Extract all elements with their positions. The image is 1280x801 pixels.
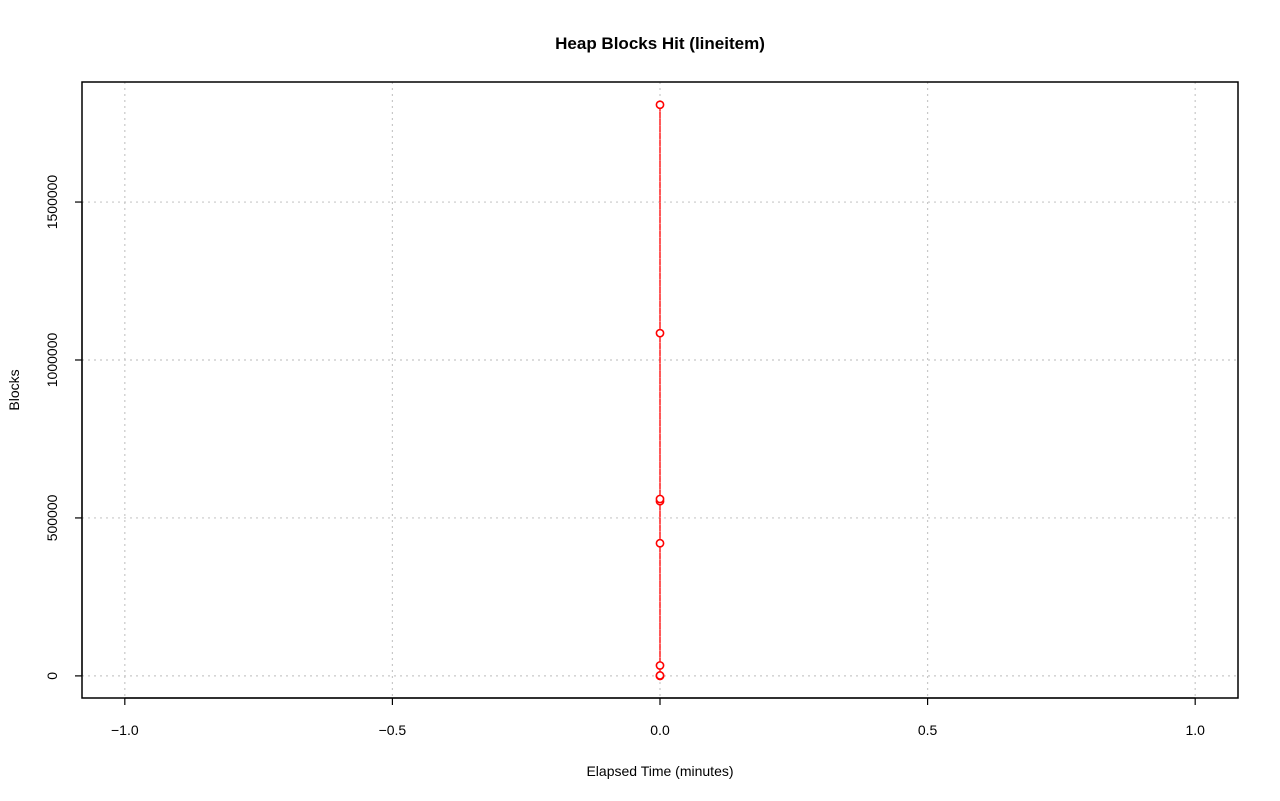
y-axis: 0 500000 1000000 1500000 <box>44 175 83 680</box>
data-point <box>655 328 665 338</box>
x-axis-label: Elapsed Time (minutes) <box>586 763 733 779</box>
y-tick-label: 0 <box>44 672 60 680</box>
x-axis: −1.0 −0.5 0.0 0.5 1.0 <box>111 697 1205 738</box>
data-point <box>655 671 665 680</box>
x-tick-label: 0.5 <box>918 722 938 738</box>
data-point <box>655 100 665 110</box>
data-point <box>655 538 665 548</box>
data-point <box>655 494 665 504</box>
x-tick-label: −1.0 <box>111 722 139 738</box>
series-layer <box>655 100 665 681</box>
x-tick-label: −0.5 <box>379 722 407 738</box>
y-tick-label: 1500000 <box>44 175 60 230</box>
data-point <box>655 661 665 670</box>
x-tick-label: 0.0 <box>650 722 670 738</box>
x-tick-label: 1.0 <box>1185 722 1205 738</box>
y-tick-label: 1000000 <box>44 333 60 388</box>
chart-title: Heap Blocks Hit (lineitem) <box>555 34 765 53</box>
y-tick-label: 500000 <box>44 494 60 541</box>
y-axis-label: Blocks <box>6 369 22 410</box>
